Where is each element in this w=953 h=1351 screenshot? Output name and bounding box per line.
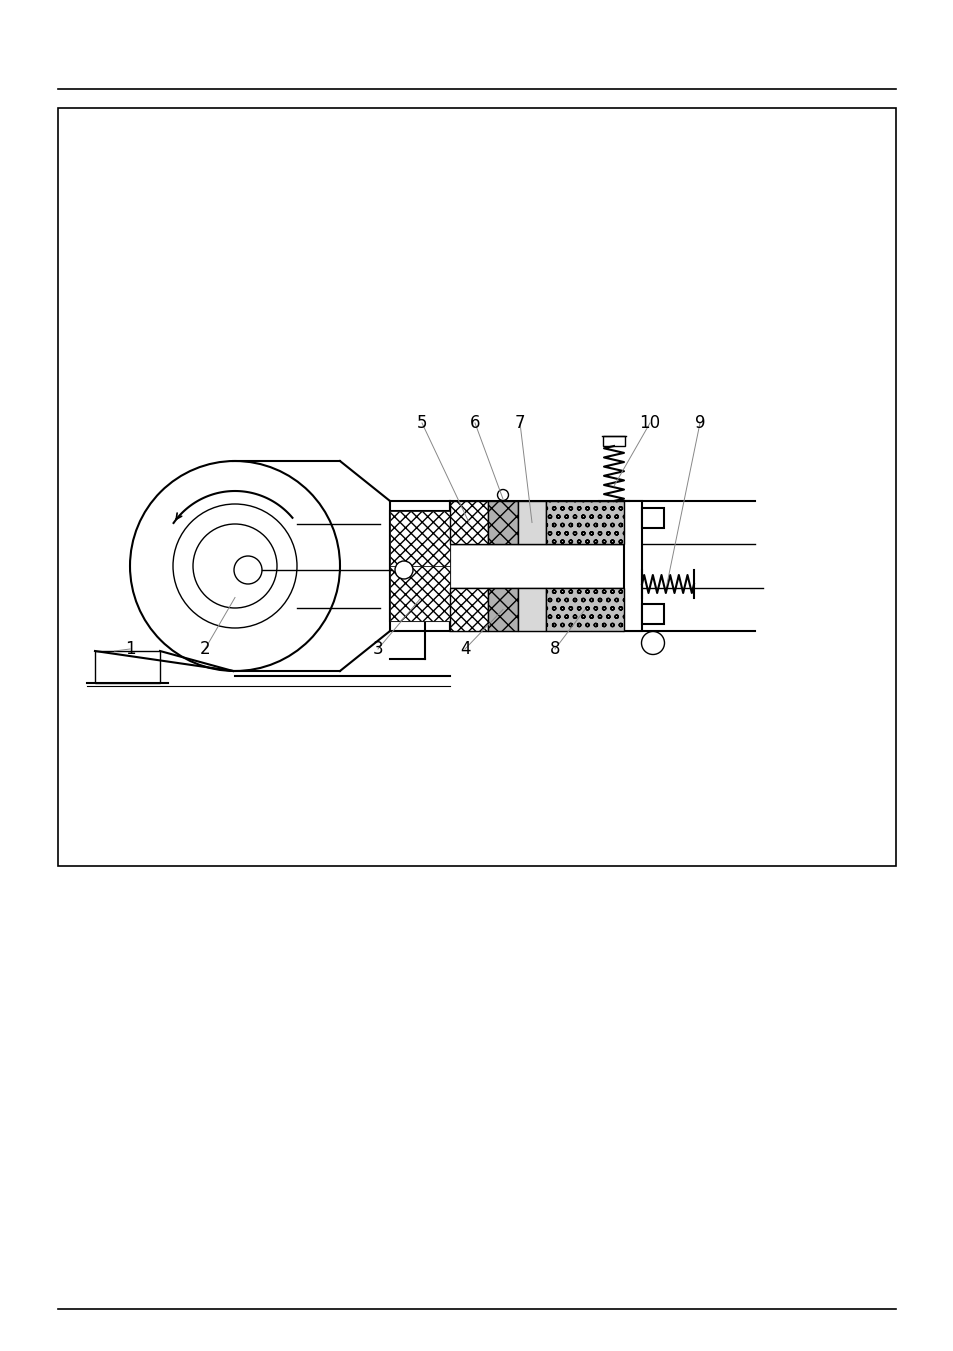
Bar [450,588,488,631]
Bar [58,108,895,866]
Bar [517,501,545,544]
Bar [545,501,623,544]
Text: 5: 5 [416,413,427,432]
Bar [545,588,623,631]
Bar [488,501,517,544]
Text: 9: 9 [694,413,704,432]
Circle shape [193,524,276,608]
Bar [641,508,663,528]
Circle shape [233,557,262,584]
Bar [602,436,624,446]
Text: 7: 7 [515,413,525,432]
Bar [390,511,450,621]
Text: 10: 10 [639,413,659,432]
Circle shape [395,561,413,580]
Text: 1: 1 [125,640,135,658]
Circle shape [497,489,508,500]
Circle shape [130,461,339,671]
Bar [641,604,663,624]
Text: 3: 3 [373,640,383,658]
Bar [623,501,641,631]
Bar [488,588,517,631]
Bar [488,501,517,544]
Circle shape [640,631,664,654]
Bar [517,588,545,631]
Bar [390,511,450,566]
Text: 8: 8 [549,640,559,658]
Circle shape [172,504,296,628]
Text: 6: 6 [469,413,479,432]
Text: 4: 4 [459,640,470,658]
Bar [488,588,517,631]
Bar [95,651,160,684]
Bar [450,501,488,544]
Text: 2: 2 [199,640,210,658]
Bar [390,566,450,621]
